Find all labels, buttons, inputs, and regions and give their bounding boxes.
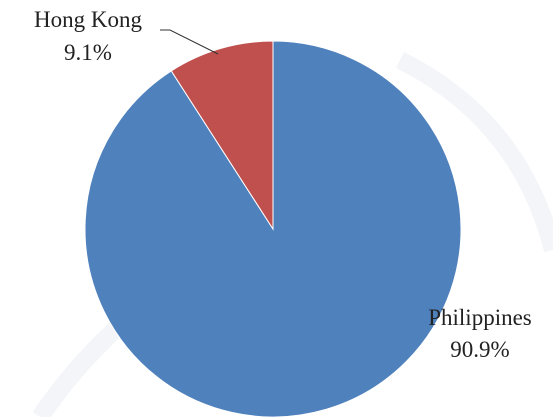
slice-value-label: 90.9% xyxy=(450,337,509,362)
pie-slice xyxy=(170,40,274,231)
watermark xyxy=(395,51,553,253)
labels: Philippines 90.9% Hong Kong 9.1% xyxy=(34,7,532,362)
slice-label: Hong Kong xyxy=(34,7,142,32)
slice-value-label: 9.1% xyxy=(64,40,112,65)
slice-label: Philippines xyxy=(428,305,532,330)
leader-line xyxy=(160,29,219,55)
pie xyxy=(84,40,462,417)
